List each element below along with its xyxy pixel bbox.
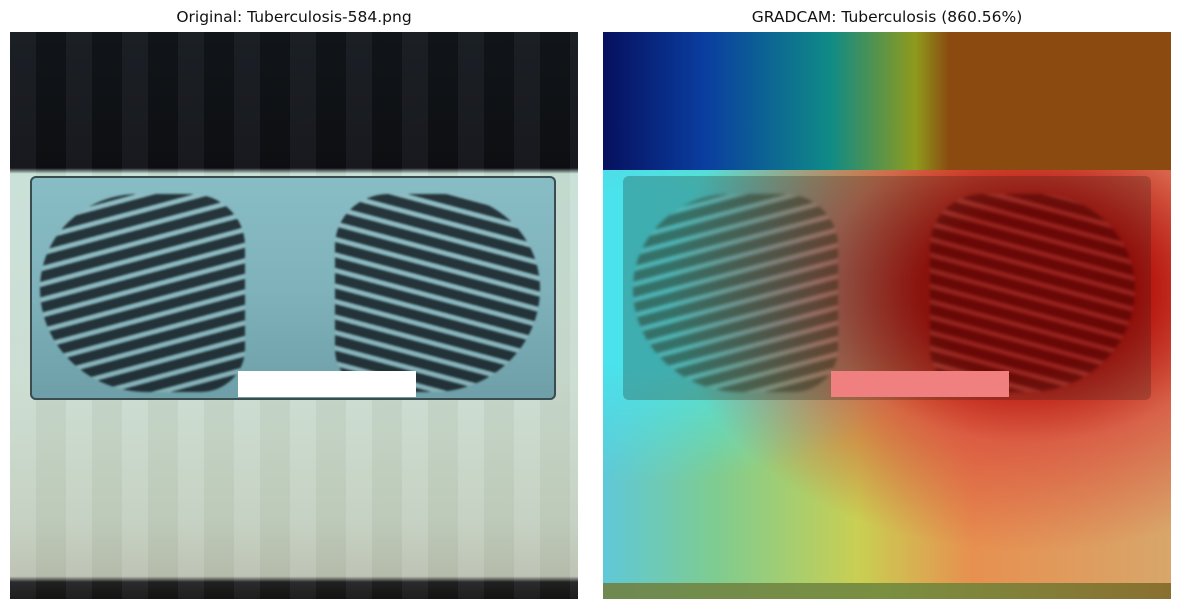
gradcam-image-title: GRADCAM: Tuberculosis (860.56%) (751, 8, 1023, 26)
redaction-box (238, 371, 416, 397)
right-lung (335, 194, 540, 392)
original-image-panel: Original: Tuberculosis-584.png (10, 0, 578, 609)
heatmap-bottom-strip (603, 583, 1171, 599)
left-lung (40, 194, 245, 392)
original-xray-image (10, 32, 578, 599)
heatmap-right-lung (930, 194, 1135, 392)
xray-film (30, 176, 556, 400)
heatmap-left-lung (633, 194, 838, 392)
gradcam-image-panel: GRADCAM: Tuberculosis (860.56%) (603, 0, 1171, 609)
original-image-title: Original: Tuberculosis-584.png (176, 8, 412, 26)
heatmap-xray-film (623, 176, 1151, 400)
gradcam-heatmap-image (603, 32, 1171, 599)
heatmap-redaction-box (831, 371, 1009, 397)
